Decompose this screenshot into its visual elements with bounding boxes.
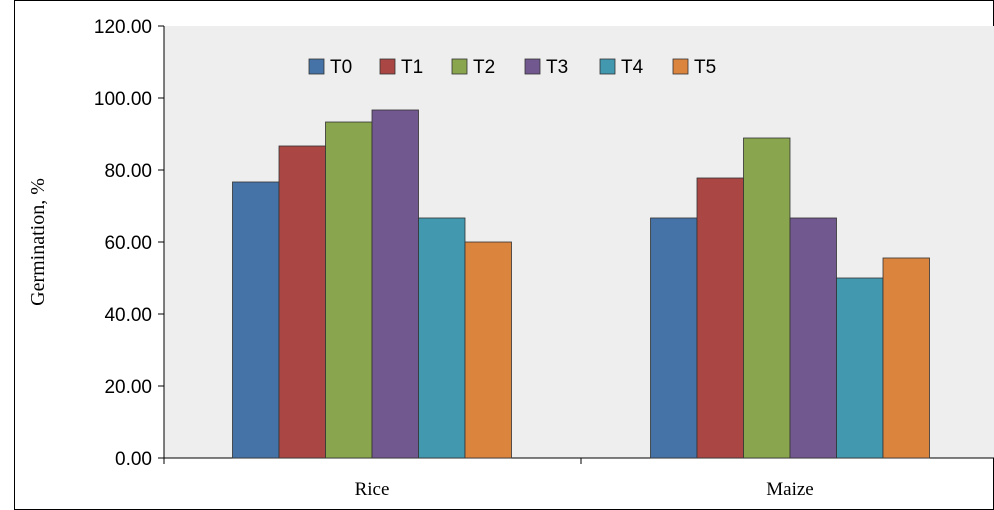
legend-label-t0: T0 [330, 57, 352, 78]
y-tick-label: 0.00 [115, 449, 152, 470]
bar-t1-rice [278, 145, 326, 459]
bar-t4-maize [836, 277, 884, 459]
legend-swatch-t3 [524, 58, 541, 75]
legend-label-t3: T3 [546, 57, 568, 78]
bar-t4-rice [418, 217, 466, 459]
y-axis-title: Germination, % [27, 178, 49, 306]
legend-swatch-t2 [451, 58, 468, 75]
legend-label-t1: T1 [401, 57, 423, 78]
legend-swatch-t1 [379, 58, 396, 75]
y-tick-label: 100.00 [94, 89, 152, 110]
legend-swatch-t0 [308, 58, 325, 75]
y-tick-label: 40.00 [104, 305, 152, 326]
x-category-label: Maize [766, 479, 813, 500]
legend-label-t4: T4 [621, 57, 644, 78]
y-tick-label: 80.00 [104, 161, 152, 182]
bar-t5-maize [882, 257, 930, 459]
y-tick-label: 60.00 [104, 233, 152, 254]
bar-t3-rice [371, 109, 419, 459]
x-category-label: Rice [355, 479, 390, 500]
legend-swatch-t4 [599, 58, 616, 75]
bar-t3-maize [789, 217, 837, 459]
y-tick-label: 120.00 [94, 17, 152, 38]
bar-t2-rice [325, 121, 373, 459]
bar-t1-maize [696, 177, 744, 459]
legend-label-t2: T2 [473, 57, 495, 78]
bar-t2-maize [743, 137, 791, 459]
bar-t0-maize [650, 217, 698, 459]
bar-t0-rice [232, 181, 280, 459]
legend-swatch-t5 [672, 58, 689, 75]
legend-label-t5: T5 [694, 57, 716, 78]
y-tick-label: 20.00 [104, 377, 152, 398]
bar-t5-rice [464, 241, 512, 459]
